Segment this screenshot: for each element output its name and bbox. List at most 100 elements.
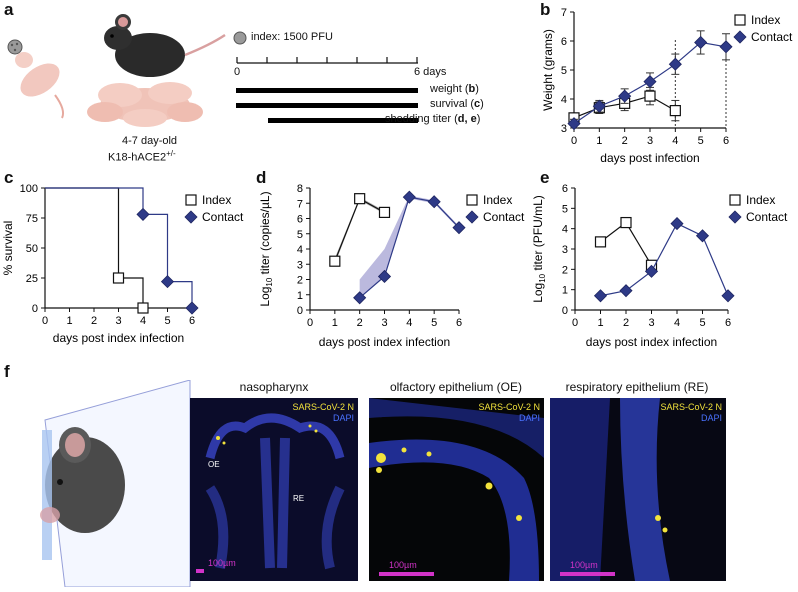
legend-marker xyxy=(729,194,741,206)
x-tick-label: 0 xyxy=(42,315,48,327)
panel-label-c: c xyxy=(4,168,14,187)
x-tick-label: 0 xyxy=(307,317,313,329)
pfu-titer-chart: 0 1 2 3 4 5 6 0 1 2 3 4 5 6 days post index infection L… xyxy=(531,183,788,349)
data-point xyxy=(329,255,341,267)
x-axis-label: days post index infection xyxy=(319,335,450,349)
x-tick-label: 4 xyxy=(140,315,146,327)
scale-bar xyxy=(196,569,204,573)
y-axis-label: Log10 titer (copies/µL) xyxy=(258,191,274,306)
error-band xyxy=(334,197,385,265)
series-line xyxy=(600,221,653,266)
y-tick-label: 4 xyxy=(561,94,567,106)
x-axis-label: days post infection xyxy=(600,151,699,165)
scale-bar xyxy=(560,572,615,576)
data-point xyxy=(669,104,681,117)
legend-marker xyxy=(734,14,746,26)
x-tick-label: 1 xyxy=(332,317,338,329)
channel-label-dapi: DAPI xyxy=(518,413,540,423)
y-tick-label: 75 xyxy=(26,213,38,225)
channel-label-sars: SARS-CoV-2 N xyxy=(478,402,540,412)
channel-label-sars: SARS-CoV-2 N xyxy=(660,402,722,412)
panel-label-d: d xyxy=(256,168,267,187)
survival-bar xyxy=(236,103,418,108)
nasopharynx-image: SARS-CoV-2 N DAPI OE RE 100µm xyxy=(190,398,358,581)
data-point xyxy=(427,195,441,209)
y-tick-label: 1 xyxy=(562,285,568,297)
legend-marker xyxy=(465,210,479,224)
data-point xyxy=(670,217,684,231)
x-tick-label: 6 xyxy=(725,317,731,329)
image-title-re: respiratory epithelium (RE) xyxy=(565,380,709,394)
timeline-start: 0 xyxy=(234,66,241,78)
legend-label: Contact xyxy=(202,210,244,224)
data-point xyxy=(644,264,659,278)
scale-bar xyxy=(379,572,434,576)
channel-label-sars: SARS-CoV-2 N xyxy=(292,402,354,412)
panel-label-e: e xyxy=(540,168,550,187)
data-point xyxy=(643,75,657,89)
mouse-head-icon xyxy=(45,437,125,533)
scale-label: 100µm xyxy=(208,558,236,568)
x-tick-label: 3 xyxy=(381,317,387,329)
data-point xyxy=(719,40,733,54)
channel-label-dapi: DAPI xyxy=(700,413,722,423)
x-tick-label: 5 xyxy=(698,135,704,147)
panel-a-schematic: index: 1500 PFU 0 6 days 4-7 day-old K18… xyxy=(0,0,540,168)
y-axis-label: Weight (grams) xyxy=(541,29,555,111)
y-tick-label: 0 xyxy=(562,305,568,317)
data-point xyxy=(452,221,466,235)
y-tick-label: 4 xyxy=(297,244,303,256)
y-tick-label: 100 xyxy=(20,183,38,195)
y-tick-label: 6 xyxy=(561,36,567,48)
y-axis-label: % survival xyxy=(1,221,15,276)
mouse-section-illustration xyxy=(0,379,200,588)
x-tick-label: 5 xyxy=(699,317,705,329)
data-point xyxy=(378,206,391,219)
data-point xyxy=(620,216,632,229)
virus-icon xyxy=(233,31,247,45)
data-point xyxy=(354,193,366,205)
y-tick-label: 50 xyxy=(26,243,38,255)
y-tick-label: 5 xyxy=(297,229,303,241)
x-tick-label: 3 xyxy=(647,135,653,147)
x-tick-label: 2 xyxy=(622,135,628,147)
x-tick-label: 3 xyxy=(115,315,121,327)
y-tick-label: 7 xyxy=(561,7,567,19)
y-tick-label: 3 xyxy=(297,259,303,271)
x-tick-label: 1 xyxy=(596,135,602,147)
series-line xyxy=(334,197,385,262)
y-tick-label: 4 xyxy=(562,224,568,236)
data-point xyxy=(695,229,710,243)
data-point xyxy=(594,236,607,248)
x-tick-label: 0 xyxy=(572,317,578,329)
pup-icon xyxy=(15,52,65,119)
timeline-end: 6 days xyxy=(414,66,447,78)
data-point xyxy=(402,190,416,204)
survival-chart: 0 1 2 3 4 5 6 0 25 50 75 100 days post index infecti… xyxy=(1,183,244,345)
y-tick-label: 25 xyxy=(26,273,38,285)
x-tick-label: 4 xyxy=(674,317,680,329)
data-point xyxy=(668,57,682,71)
x-tick-label: 2 xyxy=(623,317,629,329)
data-point xyxy=(618,89,632,103)
x-axis-label: days post index infection xyxy=(586,335,717,349)
data-point xyxy=(377,269,392,284)
scale-label: 100µm xyxy=(570,560,598,570)
error-band xyxy=(359,195,459,298)
y-tick-label: 6 xyxy=(562,183,568,195)
data-point xyxy=(567,117,581,131)
data-point xyxy=(644,90,656,102)
data-point xyxy=(694,35,708,50)
y-tick-label: 2 xyxy=(297,275,303,287)
x-tick-label: 5 xyxy=(164,315,170,327)
y-tick-label: 6 xyxy=(297,214,303,226)
y-tick-label: 0 xyxy=(32,303,38,315)
x-tick-label: 1 xyxy=(66,315,72,327)
legend-label: Contact xyxy=(751,30,793,44)
x-axis-label: days post index infection xyxy=(53,331,184,345)
legend-label: Contact xyxy=(746,210,788,224)
section-plane xyxy=(42,430,52,560)
index-dose-label: index: 1500 PFU xyxy=(251,31,333,43)
re-image: SARS-CoV-2 N DAPI 100µm xyxy=(550,398,726,581)
x-tick-label: 6 xyxy=(723,135,729,147)
